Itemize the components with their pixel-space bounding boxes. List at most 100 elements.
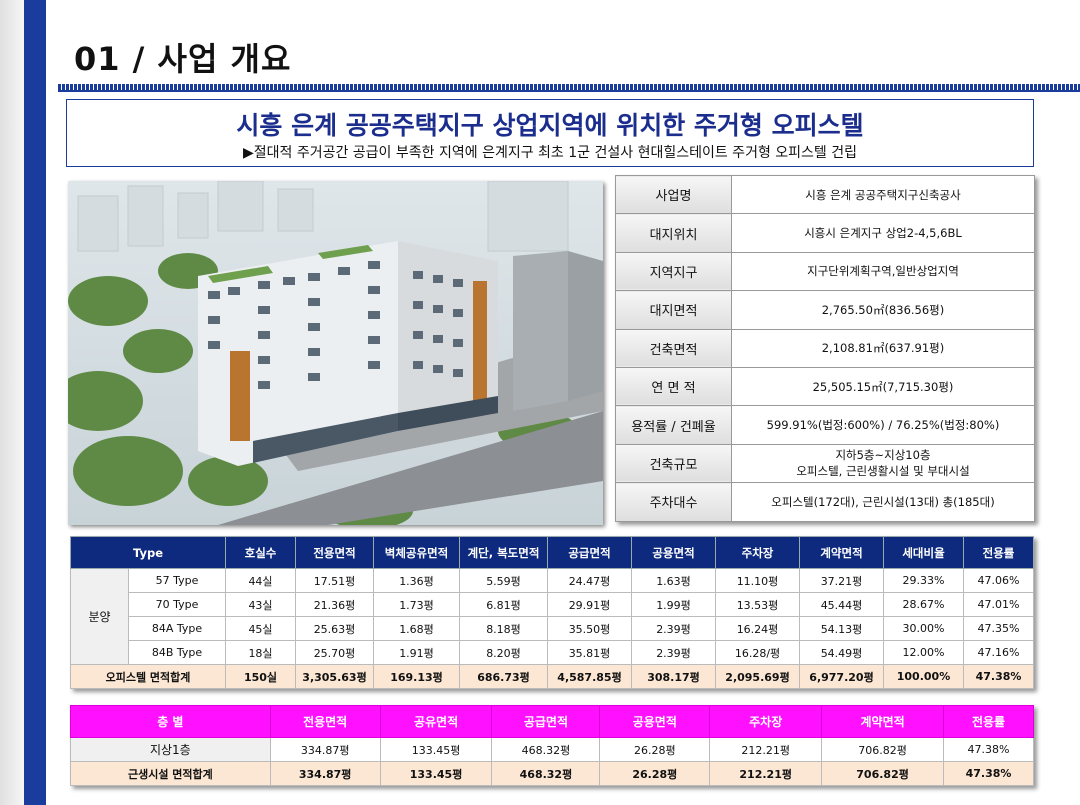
table-header-row: Type 호실수 전용면적 벽체공유면적 계단, 복도면적 공급면적 공용면적 … (70, 536, 1034, 569)
info-value-line2: 오피스텔, 근린생활시설 및 부대시설 (796, 464, 970, 479)
table-cell: 1.73평 (373, 592, 460, 617)
table-row: 70 Type 43실 21.36평 1.73평 6.81평 29.91평 1.99평 13.… (71, 592, 1034, 617)
table-cell: 층 별 (70, 705, 271, 738)
table-cell: 용적률 / 건폐율 (615, 405, 732, 445)
table-cell: 54.13평 (799, 616, 884, 641)
table-cell: 18실 (225, 640, 296, 665)
table-cell: 35.81평 (547, 640, 632, 665)
info-row: 대지위치 시흥시 은계지구 상업2-4,5,6BL (615, 213, 1035, 253)
table-cell: 오피스텔 면적합계 (70, 664, 226, 689)
table-cell: 벽체공유면적 (373, 536, 460, 569)
table-cell: 2,765.50㎡(836.56평) (731, 290, 1035, 330)
project-info-table: 사업명 시흥 은계 공공주택지구신축공사 대지위치 시흥시 은계지구 상업2-4,5… (615, 174, 1035, 522)
table-cell: 연 면 적 (615, 366, 732, 407)
table-cell: 1.99평 (631, 592, 716, 617)
table-cell: 2.39평 (631, 616, 716, 641)
table-cell: 45실 (225, 616, 296, 641)
table-cell: 전용률 (963, 536, 1034, 569)
table-cell: 24.47평 (547, 568, 632, 593)
table-cell: 주차장 (715, 536, 800, 569)
info-row: 건축면적 2,108.81㎡(637.91평) (615, 328, 1035, 368)
table-sum-row: 근생시설 면적합계 334.87평 133.45평 468.32평 26.28평 212.… (70, 761, 1034, 786)
table-cell: 334.87평 (269, 761, 381, 786)
table-cell: 43실 (225, 592, 296, 617)
table-cell: 133.45평 (379, 761, 493, 786)
table-sum-row: 오피스텔 면적합계 150실 3,305.63평 169.13평 686.73평 4,58… (70, 664, 1034, 689)
table-cell: 334.87평 (269, 737, 381, 762)
info-row: 지역지구 지구단위계획구역,일반상업지역 (615, 251, 1035, 292)
table-cell: 1.68평 (373, 616, 460, 641)
table-cell: Type (70, 536, 226, 569)
table-cell: 47.38% (963, 664, 1034, 689)
table-cell: 54.49평 (799, 640, 884, 665)
table-cell: 공유면적 (379, 705, 493, 738)
table-cell: 468.32평 (491, 761, 601, 786)
table-cell: 47.06% (963, 568, 1034, 593)
table-cell: 대지위치 (615, 213, 732, 253)
table-header-row: 층 별 전용면적 공유면적 공급면적 공용면적 주차장 계약면적 전용률 (70, 705, 1034, 738)
info-value-line1: 지하5층~지상10층 (835, 448, 931, 463)
table-cell: 21.36평 (295, 592, 374, 617)
headline-box: 시흥 은계 공공주택지구 상업지역에 위치한 주거형 오피스텔 ▶절대적 주거공… (66, 99, 1034, 167)
table-cell: 3,305.63평 (295, 664, 374, 689)
table-cell: 26.28평 (599, 737, 711, 762)
title-rule (58, 84, 1080, 90)
table-cell: 공용면적 (599, 705, 711, 738)
table-cell: 47.01% (963, 592, 1034, 617)
left-accent-bar (0, 0, 58, 805)
table-cell: 4,587.85평 (547, 664, 632, 689)
table-cell: 706.82평 (821, 761, 945, 786)
table-cell: 2,108.81㎡(637.91평) (731, 328, 1035, 368)
table-cell: 29.91평 (547, 592, 632, 617)
table-cell: 133.45평 (379, 737, 493, 762)
table-cell: 13.53평 (715, 592, 800, 617)
table-cell: 5.59평 (459, 568, 548, 593)
table-cell: 계약면적 (799, 536, 884, 569)
table-cell: 근생시설 면적합계 (70, 761, 271, 786)
table-cell: 계단, 복도면적 (459, 536, 548, 569)
table-cell: 30.00% (883, 616, 964, 641)
table-cell: 6.81평 (459, 592, 548, 617)
table-cell: 호실수 (225, 536, 296, 569)
table-cell: 전용률 (943, 705, 1034, 738)
table-cell: 28.67% (883, 592, 964, 617)
table-cell: 8.18평 (459, 616, 548, 641)
headline: 시흥 은계 공공주택지구 상업지역에 위치한 주거형 오피스텔 (236, 111, 864, 140)
table-cell: 44실 (225, 568, 296, 593)
info-row: 용적률 / 건폐율 599.91%(법정:600%) / 76.25%(법정:80… (615, 405, 1035, 445)
table-cell: 17.51평 (295, 568, 374, 593)
officetel-area-table: Type 호실수 전용면적 벽체공유면적 계단, 복도면적 공급면적 공용면적 … (70, 536, 1034, 689)
table-cell: 1.91평 (373, 640, 460, 665)
table-cell: 세대비율 (883, 536, 964, 569)
table-cell: 150실 (225, 664, 296, 689)
table-cell: 599.91%(법정:600%) / 76.25%(법정:80%) (731, 405, 1035, 445)
table-cell: 공용면적 (631, 536, 716, 569)
subline: ▶절대적 주거공간 공급이 부족한 지역에 은계지구 최초 1군 건설사 현대힐… (242, 145, 858, 161)
table-cell: 468.32평 (491, 737, 601, 762)
table-cell: 8.20평 (459, 640, 548, 665)
table-cell: 오피스텔(172대), 근린시설(13대) 총(185대) (731, 482, 1035, 522)
page-title: 01 / 사업 개요 (74, 40, 292, 78)
table-cell: 6,977.20평 (799, 664, 884, 689)
table-cell: 47.16% (963, 640, 1034, 665)
table-cell: 공급면적 (547, 536, 632, 569)
table-cell: 전용면적 (295, 536, 374, 569)
table-cell: 주차대수 (615, 482, 732, 522)
table-cell: 주차장 (709, 705, 823, 738)
table-cell: 12.00% (883, 640, 964, 665)
info-row: 연 면 적 25,505.15㎡(7,715.30평) (615, 366, 1035, 407)
table-cell: 16.24평 (715, 616, 800, 641)
table-cell: 1.36평 (373, 568, 460, 593)
table-cell: 1.63평 (631, 568, 716, 593)
table-cell: 대지면적 (615, 290, 732, 330)
table-cell: 25,505.15㎡(7,715.30평) (731, 366, 1035, 407)
table-cell: 지역지구 (615, 251, 732, 292)
table-cell: 100.00% (883, 664, 964, 689)
table-cell: 2.39평 (631, 640, 716, 665)
table-row: 분양 57 Type 44실 17.51평 1.36평 5.59평 24.47평 1.63평… (70, 568, 1034, 665)
table-cell: 2,095.69평 (715, 664, 800, 689)
table-cell: 45.44평 (799, 592, 884, 617)
table-cell: 212.21평 (709, 761, 823, 786)
info-row: 건축규모 지하5층~지상10층 오피스텔, 근린생활시설 및 부대시설 (615, 443, 1035, 484)
table-cell: 84B Type (128, 640, 226, 665)
